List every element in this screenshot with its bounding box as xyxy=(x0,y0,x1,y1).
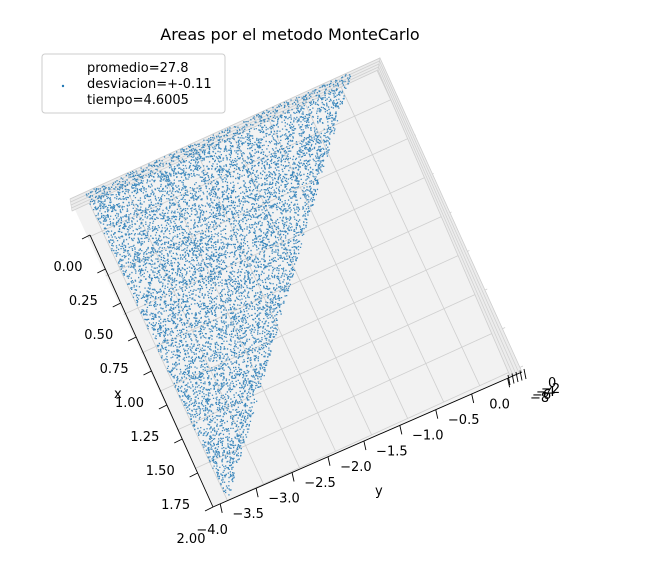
y-tick-label: −3.0 xyxy=(268,491,300,506)
legend: promedio=27.8 desviacion=+-0.11 tiempo=4… xyxy=(41,53,226,114)
z-tick-label: 0 xyxy=(548,376,556,391)
axes-walls xyxy=(69,56,523,377)
x-tick-label: 1.25 xyxy=(130,430,159,445)
y-tick-mark xyxy=(507,378,511,388)
legend-box xyxy=(41,53,226,114)
z-tick-mark xyxy=(519,370,523,381)
legend-line-promedio: promedio=27.8 xyxy=(87,61,189,76)
grid-line-y xyxy=(264,110,409,419)
y-tick-mark xyxy=(327,456,331,466)
x-tick-label: 2.00 xyxy=(177,532,206,547)
z-tick-mark xyxy=(515,371,519,383)
y-tick-mark xyxy=(471,393,475,404)
legend-marker xyxy=(61,84,65,88)
z-axis-ticks: 0−2−4−6−8 xyxy=(507,368,560,406)
x-tick-mark xyxy=(112,302,121,308)
z-tick-label: −4 xyxy=(536,385,555,400)
y-tick-label: −0.5 xyxy=(448,413,480,428)
x-tick-mark xyxy=(204,506,214,512)
grid-line-y xyxy=(228,126,372,436)
scatter-point-cloud xyxy=(85,74,351,496)
z-tick-label: −2 xyxy=(541,382,560,397)
y-tick-label: −1.0 xyxy=(412,429,444,444)
grid-line-x xyxy=(194,327,506,469)
x-axis-ticks: 0.00 0.25 0.50 0.75 1.00 1.25 1.50 1.75 2.00 xyxy=(54,234,214,547)
y-tick-label: −2.5 xyxy=(304,476,336,491)
y-tick-label: −4.0 xyxy=(196,523,228,538)
y-tick-mark xyxy=(291,472,295,482)
y-tick-label: −2.0 xyxy=(340,460,372,475)
grid-line-x xyxy=(123,173,434,315)
y-axis-line xyxy=(212,371,523,508)
z-tick-mark xyxy=(511,373,515,384)
z-tick-mark xyxy=(507,374,511,386)
y-tick-mark xyxy=(219,503,223,513)
x-axis-label: x xyxy=(114,387,122,402)
y-tick-label: −1.5 xyxy=(376,444,408,459)
legend-line-desviacion: desviacion=+-0.11 xyxy=(87,77,212,92)
wall-grid-line xyxy=(377,69,511,377)
wall-grid-line xyxy=(379,57,523,373)
x-tick-mark xyxy=(97,268,106,274)
wall-grid-line xyxy=(378,66,514,376)
y-axis-ticks: −4.0 −3.5 −3.0 −2.5 −2.0 −1.5 −1.0 −0.5 0.0 xyxy=(196,378,511,538)
grid-line-x xyxy=(212,365,524,508)
wall-grid-line xyxy=(69,57,381,200)
x-tick-label: 1.00 xyxy=(115,396,144,411)
wall-grid-line xyxy=(70,60,380,203)
y-tick-mark xyxy=(363,440,367,451)
grid-line-y xyxy=(300,93,445,403)
grid-line-y xyxy=(336,77,481,386)
x-tick-mark xyxy=(127,336,137,342)
grid-line-x xyxy=(141,211,452,354)
x-tick-mark xyxy=(158,404,168,410)
y-tick-mark xyxy=(399,425,403,435)
x-tick-label: 0.25 xyxy=(69,294,98,309)
z-tick-label: −6 xyxy=(532,388,551,403)
y-tick-mark xyxy=(435,409,439,419)
grid-line-y xyxy=(84,192,228,501)
z-tick-label: −8 xyxy=(530,391,549,406)
x-tick-mark xyxy=(174,438,183,444)
x-tick-label: 1.50 xyxy=(146,464,175,479)
grid-line-y xyxy=(120,175,264,485)
y-tick-label: −3.5 xyxy=(232,507,264,522)
legend-line-tiempo: tiempo=4.6005 xyxy=(87,93,189,108)
x-tick-label: 0.00 xyxy=(54,260,83,275)
wall-grid-line xyxy=(378,63,517,375)
x-tick-mark xyxy=(143,370,152,376)
chart-title: Areas por el metodo MonteCarlo xyxy=(160,25,419,44)
grid-line-y xyxy=(156,159,300,468)
y-tick-mark xyxy=(255,488,259,498)
x-tick-label: 0.50 xyxy=(84,328,113,343)
z-tick-mark xyxy=(523,368,527,380)
y-axis-label: y xyxy=(375,484,383,499)
y-tick-label: 0.0 xyxy=(489,397,510,412)
x-tick-label: 1.75 xyxy=(161,498,190,513)
x-tick-mark xyxy=(189,472,198,478)
grid-line-x xyxy=(159,250,470,392)
x-tick-mark xyxy=(81,234,91,240)
wall-grid-line xyxy=(379,60,520,374)
x-tick-label: 0.75 xyxy=(100,362,129,377)
scatter-points xyxy=(85,74,351,496)
